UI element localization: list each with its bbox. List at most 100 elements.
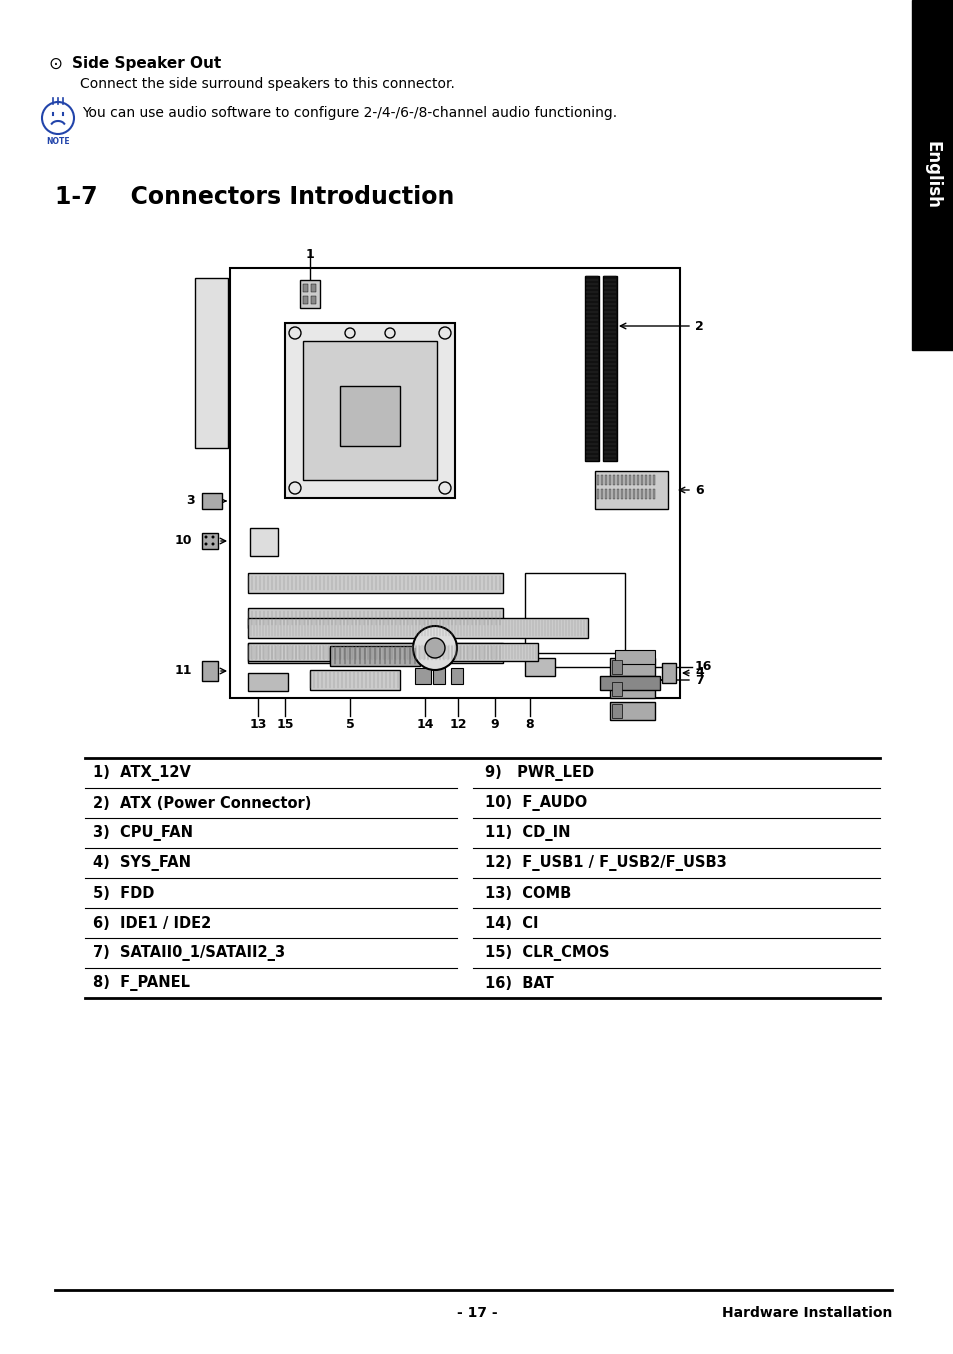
Text: 4: 4 — [695, 666, 703, 680]
Text: 4)  SYS_FAN: 4) SYS_FAN — [92, 854, 191, 871]
Bar — [584, 276, 598, 460]
Bar — [303, 297, 308, 305]
Bar — [644, 475, 646, 485]
Bar — [524, 658, 555, 676]
Bar — [661, 663, 676, 682]
Text: 10)  F_AUDO: 10) F_AUDO — [484, 795, 587, 811]
Text: 2: 2 — [695, 320, 703, 333]
Bar — [608, 489, 610, 500]
Circle shape — [212, 535, 214, 539]
Bar — [248, 643, 502, 663]
Bar — [637, 489, 639, 500]
Text: ⊙: ⊙ — [48, 56, 62, 73]
Text: Hardware Installation: Hardware Installation — [720, 1307, 891, 1320]
Bar — [202, 493, 222, 509]
Bar — [637, 475, 639, 485]
Text: 14: 14 — [416, 718, 434, 731]
Bar — [644, 489, 646, 500]
Bar — [612, 704, 621, 718]
Text: 14)  CI: 14) CI — [484, 915, 537, 930]
Bar — [648, 475, 650, 485]
Bar — [248, 673, 288, 691]
Text: 10: 10 — [174, 535, 192, 547]
Bar — [613, 489, 615, 500]
Bar — [194, 278, 228, 448]
Bar — [617, 489, 618, 500]
Text: 13: 13 — [249, 718, 267, 731]
Text: 7: 7 — [695, 673, 703, 686]
Text: 7)  SATAII0_1/SATAII2_3: 7) SATAII0_1/SATAII2_3 — [92, 945, 285, 961]
Text: 16: 16 — [695, 661, 712, 673]
Bar — [311, 284, 315, 292]
Bar — [310, 670, 399, 691]
Bar — [248, 617, 587, 638]
Text: 8: 8 — [525, 718, 534, 731]
Text: 5: 5 — [345, 718, 354, 731]
Bar — [609, 680, 655, 699]
Text: 8)  F_PANEL: 8) F_PANEL — [92, 975, 190, 991]
Bar — [202, 661, 218, 681]
Bar — [311, 297, 315, 305]
Circle shape — [212, 543, 214, 546]
Bar — [615, 650, 655, 663]
Text: 6)  IDE1 / IDE2: 6) IDE1 / IDE2 — [92, 915, 211, 930]
Bar — [620, 475, 622, 485]
Bar — [633, 475, 635, 485]
Bar — [248, 573, 502, 593]
Bar — [600, 489, 602, 500]
Text: 1: 1 — [305, 248, 314, 261]
Text: 12: 12 — [449, 718, 466, 731]
Bar — [608, 475, 610, 485]
Text: NOTE: NOTE — [46, 137, 70, 146]
Bar — [202, 533, 218, 548]
Text: English: English — [923, 141, 941, 209]
Text: 2)  ATX (Power Connector): 2) ATX (Power Connector) — [92, 796, 311, 811]
Bar — [612, 682, 621, 696]
Text: You can use audio software to configure 2-/4-/6-/8-channel audio functioning.: You can use audio software to configure … — [82, 106, 617, 121]
Bar — [602, 276, 617, 460]
Text: 6: 6 — [695, 483, 703, 497]
Bar — [652, 489, 655, 500]
Bar — [285, 324, 455, 498]
Bar — [648, 489, 650, 500]
Circle shape — [204, 535, 208, 539]
Text: 15: 15 — [276, 718, 294, 731]
Bar — [250, 528, 277, 556]
Bar — [640, 475, 642, 485]
Text: 9)   PWR_LED: 9) PWR_LED — [484, 765, 594, 781]
Bar — [330, 646, 419, 666]
Bar — [652, 475, 655, 485]
Text: 3: 3 — [186, 494, 194, 508]
Text: 11)  CD_IN: 11) CD_IN — [484, 825, 570, 841]
Text: 9: 9 — [490, 718, 498, 731]
Bar — [415, 668, 431, 684]
Bar — [299, 280, 319, 307]
Bar — [624, 475, 626, 485]
Circle shape — [413, 626, 456, 670]
Text: 16)  BAT: 16) BAT — [484, 975, 553, 991]
Text: 1-7    Connectors Introduction: 1-7 Connectors Introduction — [55, 185, 454, 209]
Circle shape — [204, 543, 208, 546]
Bar — [633, 489, 635, 500]
Bar — [604, 475, 606, 485]
Bar — [612, 659, 621, 674]
Bar — [609, 658, 655, 676]
Bar — [433, 668, 444, 684]
Bar — [597, 475, 598, 485]
Bar — [624, 489, 626, 500]
Bar — [609, 701, 655, 720]
Bar — [617, 475, 618, 485]
Text: Side Speaker Out: Side Speaker Out — [71, 56, 221, 70]
Bar — [599, 676, 659, 691]
Bar — [339, 386, 399, 445]
Bar — [613, 475, 615, 485]
Text: 12)  F_USB1 / F_USB2/F_USB3: 12) F_USB1 / F_USB2/F_USB3 — [484, 854, 726, 871]
Circle shape — [424, 638, 444, 658]
Bar — [620, 489, 622, 500]
Text: Connect the side surround speakers to this connector.: Connect the side surround speakers to th… — [80, 77, 455, 91]
Bar — [451, 668, 462, 684]
Text: 15)  CLR_CMOS: 15) CLR_CMOS — [484, 945, 609, 961]
Bar — [595, 471, 667, 509]
Bar — [628, 475, 630, 485]
Bar — [604, 489, 606, 500]
